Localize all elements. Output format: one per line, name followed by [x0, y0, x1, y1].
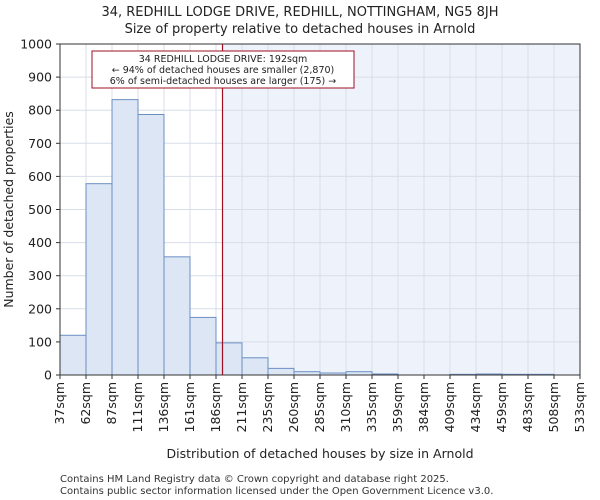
y-axis-ticks: 0 100 200 300 400 500 600 700 800 900 1000 [20, 37, 60, 383]
histogram-bar [85, 183, 113, 376]
x-tick-label: 37sqm [52, 382, 67, 425]
y-tick-label: 700 [28, 136, 52, 151]
annotation-line1: 34 REDHILL LODGE DRIVE: 192sqm [139, 54, 308, 65]
y-tick-label: 900 [28, 70, 52, 85]
x-tick-label: 384sqm [416, 382, 431, 432]
annotation-box [91, 50, 355, 89]
y-tick-label: 400 [28, 235, 52, 250]
y-tick-label: 800 [28, 103, 52, 118]
x-tick-label: 62sqm [78, 382, 93, 425]
histogram-bar [267, 367, 295, 376]
x-tick-label: 87sqm [104, 382, 119, 425]
x-tick-label: 335sqm [364, 382, 379, 432]
x-tick-label: 186sqm [208, 382, 223, 432]
y-tick-label: 300 [28, 268, 52, 283]
y-tick-label: 200 [28, 301, 52, 316]
y-tick-label: 500 [28, 202, 52, 217]
x-tick-label: 260sqm [286, 382, 301, 432]
chart-title-line2: Size of property relative to detached ho… [125, 22, 476, 37]
x-tick-label: 310sqm [338, 382, 353, 432]
x-tick-label: 285sqm [312, 382, 327, 432]
x-tick-label: 533sqm [572, 382, 587, 432]
y-tick-label: 100 [28, 334, 52, 349]
x-tick-label: 508sqm [546, 382, 561, 432]
y-axis-label: Number of detached properties [1, 111, 16, 308]
x-tick-label: 434sqm [468, 382, 483, 432]
x-tick-label: 359sqm [390, 382, 405, 432]
histogram-bar [137, 114, 165, 376]
x-tick-label: 459sqm [494, 382, 509, 432]
x-tick-label: 483sqm [520, 382, 535, 432]
histogram-bar [111, 99, 139, 376]
annotation-line3: 6% of semi-detached houses are larger (1… [110, 76, 337, 87]
property-annotation: 34 REDHILL LODGE DRIVE: 192sqm ← 94% of … [91, 50, 355, 89]
bars [59, 99, 555, 376]
x-tick-label: 136sqm [156, 382, 171, 432]
histogram-bar [241, 357, 269, 376]
y-tick-label: 600 [28, 169, 52, 184]
y-tick-label: 1000 [20, 37, 52, 52]
x-tick-label: 161sqm [182, 382, 197, 432]
x-tick-label: 111sqm [130, 382, 145, 432]
footer-line1: Contains HM Land Registry data © Crown c… [60, 474, 449, 485]
chart-title-line1: 34, REDHILL LODGE DRIVE, REDHILL, NOTTIN… [101, 5, 498, 20]
x-tick-label: 235sqm [260, 382, 275, 432]
annotation-line2: ← 94% of detached houses are smaller (2,… [112, 65, 335, 76]
histogram-bar [59, 334, 87, 376]
x-tick-label: 211sqm [234, 382, 249, 432]
x-axis-ticks: 37sqm 62sqm 87sqm 111sqm 136sqm 161sqm 186sqm 2… [52, 375, 587, 432]
y-tick-label: 0 [44, 368, 52, 383]
x-tick-label: 409sqm [442, 382, 457, 432]
histogram-bar [163, 256, 191, 376]
footer-line2: Contains public sector information licen… [60, 486, 493, 497]
histogram-bar [189, 316, 217, 376]
x-axis-label: Distribution of detached houses by size … [166, 446, 473, 461]
histogram-bar [215, 342, 243, 376]
